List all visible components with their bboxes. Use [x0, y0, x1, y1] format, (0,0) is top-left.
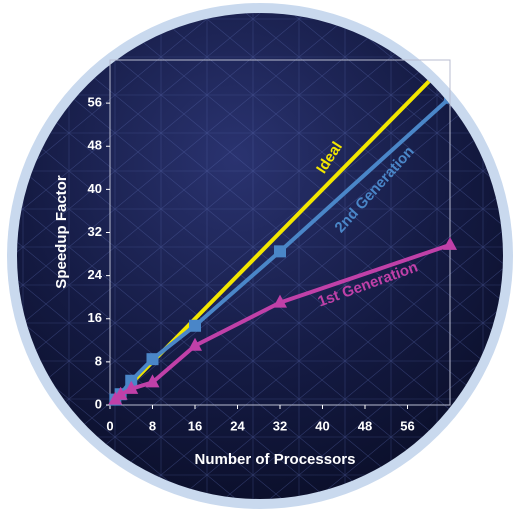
x-tick-label: 56 — [400, 418, 414, 433]
y-tick-label: 32 — [88, 224, 102, 239]
y-tick-label: 16 — [88, 310, 102, 325]
marker — [189, 320, 201, 332]
y-tick-label: 56 — [88, 95, 102, 110]
y-tick-label: 48 — [88, 138, 102, 153]
marker — [147, 353, 159, 365]
x-tick-label: 16 — [188, 418, 202, 433]
y-tick-label: 8 — [95, 353, 102, 368]
marker — [274, 245, 286, 257]
x-tick-label: 32 — [273, 418, 287, 433]
x-tick-label: 40 — [315, 418, 329, 433]
x-tick-label: 8 — [149, 418, 156, 433]
y-tick-label: 40 — [88, 181, 102, 196]
y-tick-label: 0 — [95, 396, 102, 411]
y-axis-label: Speedup Factor — [53, 175, 70, 289]
chart: 0816243240485608162432404856Ideal2nd Gen… — [0, 0, 519, 509]
x-tick-label: 24 — [230, 418, 245, 433]
y-tick-label: 24 — [88, 267, 103, 282]
x-tick-label: 0 — [106, 418, 113, 433]
x-tick-label: 48 — [358, 418, 372, 433]
x-axis-label: Number of Processors — [195, 451, 356, 468]
